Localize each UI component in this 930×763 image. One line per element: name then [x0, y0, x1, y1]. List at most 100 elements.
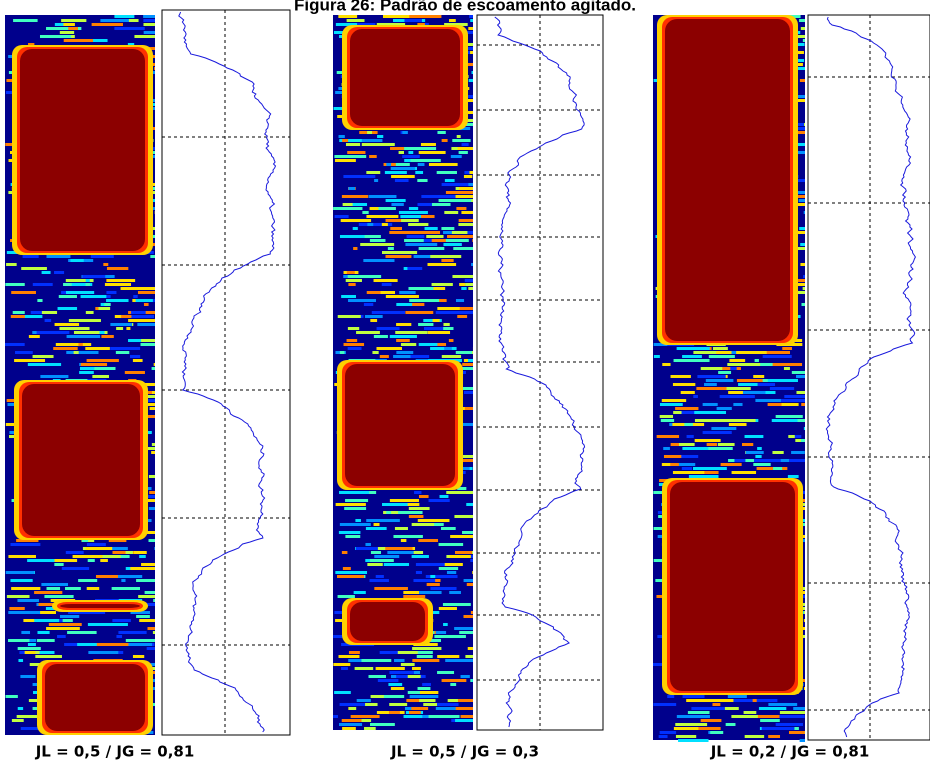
- heatmap-cell: [348, 659, 373, 662]
- heatmap-cell: [780, 399, 805, 402]
- heatmap-cell: [373, 335, 388, 338]
- heatmap-cell: [8, 639, 30, 642]
- heatmap-cell: [36, 639, 44, 642]
- heatmap-cell: [734, 395, 755, 398]
- heatmap-cell: [754, 359, 759, 362]
- heatmap-cell: [450, 683, 457, 686]
- heatmap-cell: [736, 379, 763, 382]
- heatmap-cell: [457, 307, 473, 310]
- heatmap-cell: [100, 559, 108, 562]
- heatmap-cell: [688, 475, 719, 478]
- heatmap-cell: [653, 355, 660, 358]
- heatmap-cell: [675, 735, 697, 738]
- heatmap-cell: [680, 391, 695, 394]
- heatmap-cell: [389, 703, 408, 706]
- heatmap-cell: [16, 539, 39, 542]
- heatmap-cell: [706, 443, 717, 446]
- heatmap-cell: [341, 551, 348, 554]
- heatmap-cell: [419, 591, 442, 594]
- heatmap-cell: [464, 231, 473, 234]
- heatmap-cell: [44, 319, 52, 322]
- heatmap-cell: [769, 387, 795, 390]
- heatmap-cell: [430, 255, 462, 258]
- heatmap-cell: [46, 587, 61, 590]
- heatmap-cell: [46, 255, 71, 258]
- heatmap-cell: [767, 379, 797, 382]
- heatmap-cell: [681, 411, 695, 414]
- heatmap-cell: [132, 299, 138, 302]
- heatmap-cell: [32, 355, 54, 358]
- heatmap-cell: [85, 347, 110, 350]
- heatmap-cell: [337, 315, 361, 318]
- heatmap-cell: [141, 563, 155, 566]
- heatmap-cell: [705, 379, 734, 382]
- heatmap-cell: [27, 559, 61, 562]
- heatmap-cell: [356, 699, 371, 702]
- heatmap-cell: [436, 171, 457, 174]
- heatmap-cell: [376, 327, 400, 330]
- heatmap-cell: [135, 299, 153, 302]
- heatmap-cell: [420, 143, 436, 146]
- heatmap-cell: [458, 151, 468, 154]
- heatmap-cell: [11, 587, 41, 590]
- heatmap-cell: [104, 283, 132, 286]
- heatmap-cell: [472, 679, 473, 682]
- heatmap-cell: [400, 539, 407, 542]
- heatmap-cell: [413, 255, 440, 258]
- heatmap-cell: [118, 631, 147, 634]
- heatmap-cell: [106, 299, 129, 302]
- heatmap-cell: [152, 199, 155, 202]
- heatmap-cell: [152, 299, 155, 302]
- heatmap-cell: [471, 71, 473, 74]
- heatmap-cell: [15, 351, 33, 354]
- heatmap-cell: [339, 235, 372, 238]
- heatmap-cell: [110, 323, 133, 326]
- heatmap-cell: [461, 459, 473, 462]
- heatmap-cell: [398, 211, 428, 214]
- heatmap-cell: [57, 307, 78, 310]
- heatmap-cell: [149, 407, 155, 410]
- panel-label: JL = 0,5 / JG = 0,81: [35, 743, 195, 761]
- heatmap-cell: [423, 703, 442, 706]
- heatmap-cell: [389, 671, 414, 674]
- heatmap-cell: [381, 223, 388, 226]
- heatmap-cell: [412, 647, 442, 650]
- heatmap-cell: [143, 447, 155, 450]
- heatmap-cell: [85, 547, 113, 550]
- heatmap-cell: [55, 343, 87, 346]
- heatmap-cell: [67, 631, 97, 634]
- heatmap-cell: [21, 267, 47, 270]
- heatmap-cell: [41, 583, 69, 586]
- heatmap-cell: [365, 543, 371, 546]
- heatmap-cell: [141, 339, 155, 342]
- heatmap-cell: [63, 39, 92, 42]
- heatmap-cell: [334, 215, 349, 218]
- heatmap-cell: [369, 155, 377, 158]
- heatmap-cell: [728, 423, 747, 426]
- heatmap-cell: [675, 407, 699, 410]
- heatmap-cell: [106, 291, 117, 294]
- heatmap-cell: [453, 455, 473, 458]
- slug: [350, 29, 460, 126]
- heatmap-cell: [346, 271, 355, 274]
- heatmap-cell: [402, 131, 408, 134]
- heatmap-cell: [463, 579, 473, 582]
- heatmap-cell: [781, 403, 799, 406]
- heatmap-cell: [437, 131, 446, 134]
- heatmap-cell: [457, 315, 468, 318]
- heatmap-cell: [22, 255, 39, 258]
- heatmap-cell: [451, 147, 462, 150]
- heatmap-cell: [423, 327, 444, 330]
- heatmap-cell: [669, 423, 674, 426]
- heatmap-cell: [408, 515, 424, 518]
- heatmap-cell: [141, 383, 155, 386]
- heatmap-cell: [791, 451, 805, 454]
- heatmap-cell: [418, 343, 443, 346]
- heatmap-cell: [345, 203, 368, 206]
- heatmap-cell: [111, 587, 140, 590]
- heatmap-cell: [440, 527, 456, 530]
- heatmap-cell: [44, 595, 74, 598]
- heatmap-cell: [430, 575, 436, 578]
- heatmap-cell: [800, 439, 805, 442]
